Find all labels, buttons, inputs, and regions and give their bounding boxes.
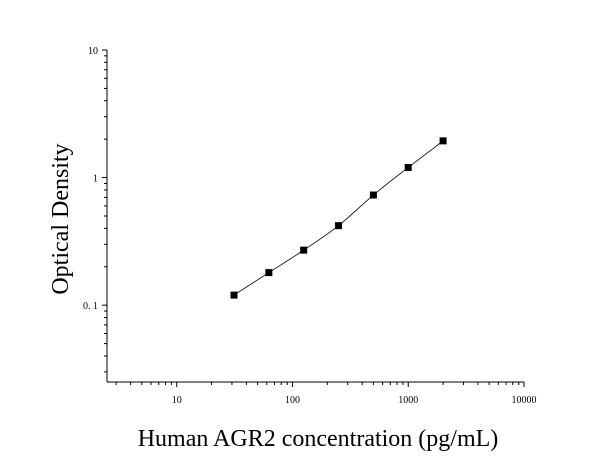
y-tick-label: 0. 1 — [83, 301, 98, 312]
x-tick-label: 10 — [172, 395, 182, 406]
y-tick-label: 10 — [88, 46, 98, 57]
x-tick-label: 10000 — [512, 395, 537, 406]
data-point — [404, 163, 412, 171]
data-point — [335, 222, 343, 230]
x-tick-label: 100 — [285, 395, 300, 406]
y-tick-label: 1 — [93, 174, 98, 185]
data-point — [439, 137, 447, 145]
data-point — [265, 269, 273, 277]
data-point — [230, 291, 238, 299]
data-point — [369, 191, 377, 199]
x-axis-title: Human AGR2 concentration (pg/mL) — [138, 426, 499, 452]
plot-area: 10 100 1000 10000 0. 1 1 10 — [83, 46, 537, 406]
y-axis-title: Optical Density — [48, 143, 74, 294]
data-point — [300, 246, 308, 254]
x-tick-label: 1000 — [398, 395, 418, 406]
